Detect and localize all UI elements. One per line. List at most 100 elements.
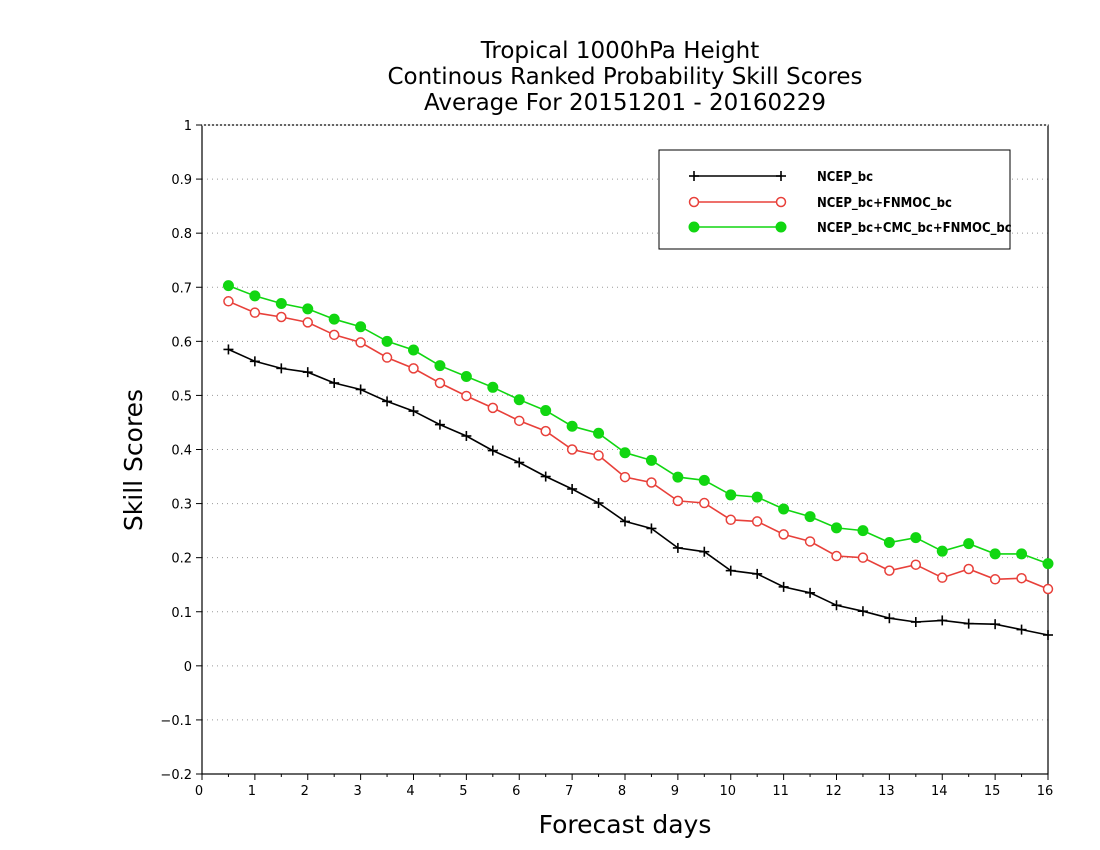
y-tick-label: 0.1 — [171, 606, 192, 621]
legend-item-3: NCEP_bc+CMC_bc+FNMOC_bc — [688, 221, 1012, 236]
y-axis-label: Skill Scores — [119, 389, 148, 531]
data-point — [434, 360, 446, 372]
data-point — [381, 335, 393, 347]
data-point — [461, 390, 472, 402]
x-tick-label: 16 — [1037, 784, 1054, 799]
data-point — [434, 377, 446, 389]
data-point — [963, 538, 975, 550]
data-point — [223, 344, 234, 355]
title-line-1: Tropical 1000hPa Height — [480, 38, 760, 64]
x-tick-label: 11 — [772, 784, 789, 799]
data-point — [619, 471, 631, 483]
data-point — [1042, 558, 1054, 570]
y-tick-label: 0.6 — [171, 335, 192, 350]
legend-marker — [688, 221, 700, 233]
legend-marker — [775, 196, 787, 208]
axes: −0.2−0.100.10.20.30.40.50.60.70.80.910 1 2… — [160, 119, 1053, 799]
data-point — [990, 619, 1001, 630]
x-tick-label: 12 — [825, 784, 842, 799]
series-line — [228, 300, 1049, 590]
x-tick-label: 14 — [931, 784, 948, 799]
data-point — [540, 405, 552, 417]
x-tick-label: 3 — [353, 784, 361, 799]
x-tick-label: 7 — [565, 784, 573, 799]
legend-marker — [775, 221, 787, 233]
data-point — [857, 606, 868, 617]
data-point — [725, 489, 737, 501]
data-point — [593, 450, 604, 461]
data-point — [699, 497, 710, 509]
data-point — [804, 536, 816, 547]
legend-box — [658, 149, 1011, 250]
data-point — [910, 617, 921, 628]
data-point — [963, 618, 974, 629]
data-point — [593, 427, 605, 439]
data-point — [355, 337, 366, 348]
data-point — [408, 363, 419, 374]
series-layer — [222, 280, 1054, 641]
x-tick-label: 5 — [459, 784, 467, 799]
data-point — [514, 415, 525, 427]
data-point — [751, 491, 763, 503]
data-point — [514, 457, 525, 468]
grid — [202, 178, 1048, 721]
data-point — [593, 498, 604, 509]
data-point — [566, 444, 578, 455]
title-line-2: Continous Ranked Probability Skill Score… — [387, 64, 862, 90]
data-point — [989, 548, 1001, 560]
y-tick-label: 0.7 — [171, 281, 192, 296]
y-tick-label: 0 — [184, 660, 192, 675]
data-point — [540, 425, 551, 437]
x-tick-label: 2 — [301, 784, 309, 799]
data-point — [883, 537, 895, 549]
data-point — [223, 296, 234, 307]
data-point — [778, 529, 789, 540]
legend-item-1: NCEP_bc — [689, 170, 873, 185]
legend-marker — [689, 171, 699, 181]
data-point — [222, 280, 234, 292]
y-tick-label: 0.5 — [171, 389, 192, 404]
data-point — [513, 394, 525, 406]
x-tick-label: 8 — [618, 784, 626, 799]
data-point — [646, 523, 657, 534]
data-point — [276, 363, 287, 374]
x-tick-label: 0 — [195, 784, 203, 799]
data-point — [778, 503, 790, 515]
data-point — [725, 565, 736, 576]
data-point — [884, 613, 895, 624]
data-point — [619, 447, 631, 459]
data-point — [698, 474, 710, 486]
data-point — [699, 546, 710, 557]
data-point — [276, 311, 287, 323]
data-point — [487, 381, 499, 393]
data-point — [540, 471, 551, 482]
data-point — [408, 406, 419, 417]
y-tick-label: 0.9 — [171, 173, 192, 188]
legend-label: NCEP_bc+CMC_bc+FNMOC_bc — [817, 221, 1012, 236]
data-point — [857, 525, 869, 537]
data-point — [751, 516, 763, 527]
x-tick-label: 6 — [512, 784, 520, 799]
y-tick-label: 0.3 — [171, 498, 192, 513]
data-point — [805, 587, 816, 598]
data-point — [936, 545, 948, 557]
data-point — [275, 297, 287, 309]
data-point — [752, 568, 763, 579]
data-point — [725, 514, 736, 526]
series-1 — [223, 344, 1053, 641]
data-point — [884, 565, 895, 576]
data-point — [645, 454, 657, 466]
data-point — [1042, 583, 1054, 595]
data-point — [487, 402, 499, 414]
legend-marker — [776, 171, 786, 181]
x-tick-label: 13 — [878, 784, 895, 799]
data-point — [566, 420, 578, 432]
x-tick-label: 4 — [406, 784, 414, 799]
data-point — [1016, 548, 1028, 560]
data-point — [408, 344, 419, 356]
data-point — [567, 483, 578, 494]
legend-label: NCEP_bc+FNMOC_bc — [817, 196, 952, 211]
data-point — [328, 313, 340, 325]
title-line-3: Average For 20151201 - 20160229 — [424, 90, 826, 116]
